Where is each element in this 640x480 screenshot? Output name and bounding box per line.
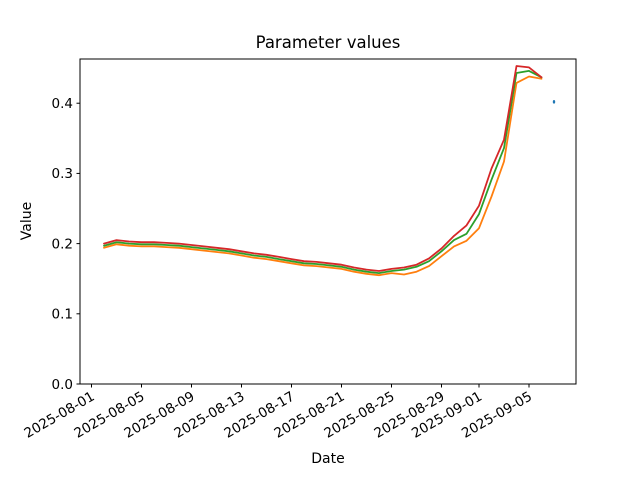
y-axis-ticks: 0.0 0.1 0.2 0.3 0.4: [52, 96, 80, 393]
chart-title: Parameter values: [256, 33, 401, 52]
x-axis-label: Date: [311, 451, 344, 467]
series-line-orange: [103, 75, 543, 277]
data-series: [103, 65, 556, 277]
y-tick-label: 0.3: [52, 166, 73, 182]
series-line-green: [103, 70, 543, 275]
y-tick-label: 0.4: [52, 96, 73, 112]
y-tick-label: 0.1: [52, 307, 73, 323]
y-tick-label: 0.2: [52, 236, 73, 252]
y-tick-label: 0.0: [52, 377, 73, 393]
series-line-red: [103, 65, 543, 272]
x-axis-ticks: 2025-08-012025-08-052025-08-092025-08-13…: [22, 384, 535, 442]
plot-area-border: [79, 58, 577, 385]
y-axis-label: Value: [19, 202, 35, 240]
marker-blue-point: [552, 100, 556, 104]
